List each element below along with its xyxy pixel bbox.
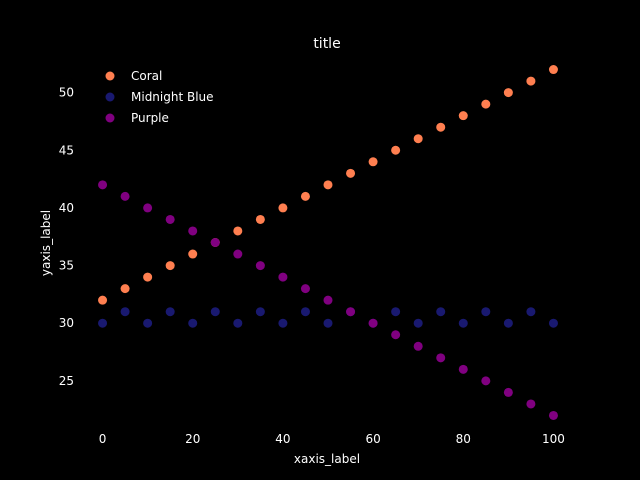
legend-label-midnight-blue: Midnight Blue	[131, 90, 214, 104]
coral-point	[413, 134, 423, 144]
purple-point	[368, 318, 378, 328]
midnight-blue-point	[233, 318, 243, 328]
coral-point	[120, 284, 130, 294]
coral-point	[255, 214, 265, 224]
y-tick-label: 30	[59, 316, 74, 330]
x-tick-label: 20	[185, 432, 200, 446]
midnight-blue-point	[120, 307, 130, 317]
x-tick-label: 40	[275, 432, 290, 446]
purple-point	[300, 284, 310, 294]
coral-point	[436, 122, 446, 132]
purple-point	[346, 307, 356, 317]
purple-point	[481, 376, 491, 386]
coral-point	[503, 88, 513, 98]
x-axis-ticks: 0 20 40 60 80 100	[99, 432, 565, 446]
midnight-blue-point	[391, 307, 401, 317]
coral-point	[548, 65, 558, 75]
midnight-blue-point	[323, 318, 333, 328]
purple-point	[323, 295, 333, 305]
midnight-blue-point	[278, 318, 288, 328]
y-tick-label: 50	[59, 86, 74, 100]
purple-point	[143, 203, 153, 213]
midnight-blue-point	[188, 318, 198, 328]
midnight-blue-point	[481, 307, 491, 317]
midnight-blue-point	[436, 307, 446, 317]
coral-point	[458, 111, 468, 121]
x-axis-label: xaxis_label	[294, 452, 360, 466]
y-tick-label: 25	[59, 374, 74, 388]
y-axis-ticks: 25 30 35 40 45 50	[59, 86, 74, 388]
legend-marker-coral	[105, 71, 115, 81]
y-tick-label: 45	[59, 143, 74, 157]
legend-marker-midnight-blue	[105, 92, 115, 102]
midnight-blue-point	[526, 307, 536, 317]
coral-point	[143, 272, 153, 282]
midnight-blue-point	[165, 307, 175, 317]
coral-point	[526, 76, 536, 86]
y-axis-label: yaxis_label	[39, 210, 53, 276]
coral-point	[98, 295, 108, 305]
purple-point	[255, 261, 265, 271]
x-tick-label: 100	[542, 432, 565, 446]
midnight-blue-point	[300, 307, 310, 317]
midnight-blue-point	[210, 307, 220, 317]
coral-point	[188, 249, 198, 259]
midnight-blue-point	[503, 318, 513, 328]
midnight-blue-point	[255, 307, 265, 317]
purple-point	[548, 410, 558, 420]
purple-point	[503, 387, 513, 397]
purple-point	[526, 399, 536, 409]
coral-point	[481, 99, 491, 109]
coral-point	[233, 226, 243, 236]
x-tick-label: 0	[99, 432, 107, 446]
x-tick-label: 80	[456, 432, 471, 446]
purple-point	[278, 272, 288, 282]
legend-marker-purple	[105, 113, 115, 123]
legend: Coral Midnight Blue Purple	[105, 69, 214, 125]
y-tick-label: 35	[59, 259, 74, 273]
coral-point	[165, 261, 175, 271]
coral-point	[278, 203, 288, 213]
coral-point	[368, 157, 378, 167]
x-tick-label: 60	[365, 432, 380, 446]
coral-point	[300, 191, 310, 201]
purple-point	[210, 238, 220, 247]
midnight-blue-point	[98, 318, 108, 328]
purple-point	[188, 226, 198, 236]
midnight-blue-point	[548, 318, 558, 328]
purple-point	[165, 214, 175, 224]
purple-point	[413, 341, 423, 351]
legend-label-coral: Coral	[131, 69, 162, 83]
midnight-blue-point	[143, 318, 153, 328]
midnight-blue-point	[458, 318, 468, 328]
purple-point	[233, 249, 243, 259]
midnight-blue-point	[413, 318, 423, 328]
y-tick-label: 40	[59, 201, 74, 215]
coral-point	[391, 145, 401, 155]
coral-point	[346, 168, 356, 178]
purple-point	[436, 353, 446, 363]
legend-label-purple: Purple	[131, 111, 169, 125]
data-points	[98, 65, 558, 420]
purple-point	[458, 364, 468, 374]
coral-point	[323, 180, 333, 190]
purple-point	[98, 180, 108, 190]
chart-title: title	[313, 36, 340, 52]
purple-point	[391, 330, 401, 340]
purple-point	[120, 191, 130, 201]
